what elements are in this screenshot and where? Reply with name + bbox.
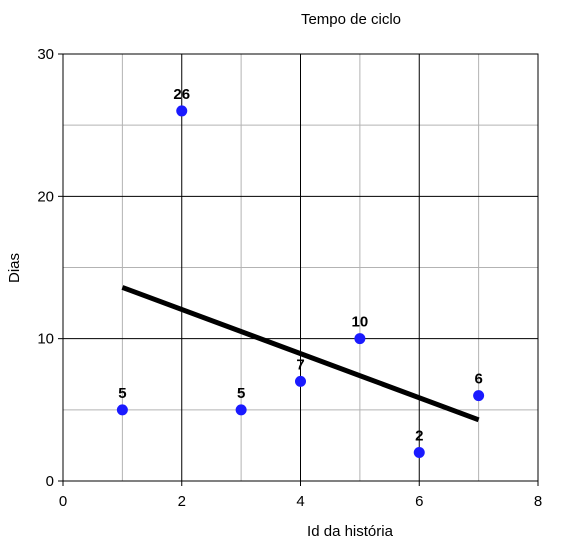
y-tick-label: 10 — [37, 331, 54, 348]
data-label: 6 — [474, 371, 482, 388]
x-tick-label: 4 — [296, 493, 304, 510]
data-label: 10 — [352, 314, 369, 331]
data-point — [117, 404, 128, 415]
data-point — [414, 447, 425, 458]
x-axis-label: Id da história — [307, 523, 394, 540]
x-tick-label: 0 — [59, 493, 67, 510]
data-point — [354, 333, 365, 344]
data-label: 26 — [173, 86, 190, 103]
data-label: 5 — [237, 385, 245, 402]
data-point — [295, 376, 306, 387]
tick-labels: 0 2 4 6 8 0 10 20 30 — [37, 46, 542, 510]
y-tick-label: 20 — [37, 188, 54, 205]
y-tick-label: 0 — [46, 473, 54, 490]
data-point — [236, 404, 247, 415]
data-point — [176, 105, 187, 116]
y-axis-label: Dias — [6, 253, 23, 283]
x-tick-label: 8 — [534, 493, 542, 510]
y-tick-label: 30 — [37, 46, 54, 63]
x-tick-label: 2 — [178, 493, 186, 510]
data-label: 2 — [415, 428, 423, 445]
chart-title: Tempo de ciclo — [301, 11, 401, 28]
x-tick-label: 6 — [415, 493, 423, 510]
data-point — [473, 390, 484, 401]
data-label: 5 — [118, 385, 126, 402]
grid-lines — [58, 54, 538, 486]
data-label: 7 — [296, 356, 304, 373]
